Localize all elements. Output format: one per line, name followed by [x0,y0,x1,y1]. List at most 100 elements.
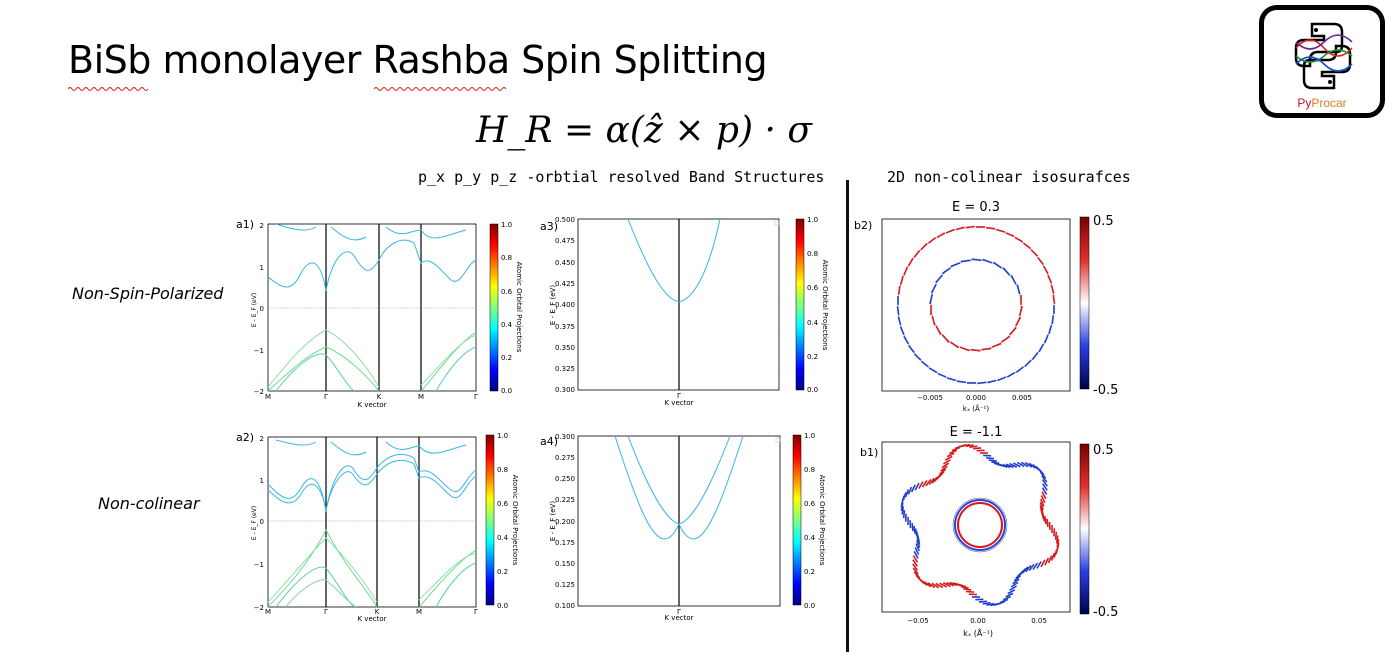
pyprocar-logo: PyProcar [1259,5,1385,118]
cbar-tick: 0.0 [497,602,508,610]
row-label-non-colinear: Non-colinear [98,494,200,513]
spin-arrow [1050,284,1055,294]
y-tick: 0.425 [555,280,575,288]
panel-label: a3) [540,220,558,233]
spin-arrow [913,249,921,259]
cbar-tick: 0.6 [804,500,816,508]
spin-arrow [897,285,901,295]
spin-arrow [902,510,906,519]
spellcheck-underline [68,87,507,91]
spin-arrow [951,446,960,452]
y-tick: 0.275 [555,454,575,462]
spin-arrow [935,325,942,336]
spin-arrow [941,267,951,275]
section-divider [846,180,849,652]
spin-arrow [1016,461,1025,468]
spin-arrow [1030,249,1039,257]
spin-arrow [987,379,997,384]
spin-arrow [1038,343,1045,353]
spin-arrow [1042,483,1048,491]
cbar-tick: 0.4 [804,534,816,542]
y-tick: 0.475 [555,237,575,245]
panel-label: a4) [540,435,558,448]
spin-arrow [929,294,934,305]
spin-arrow [1009,585,1017,591]
y-tick: 0.325 [555,365,575,373]
y-tick: 0.200 [555,518,575,526]
cbar-tick: 0.6 [497,500,509,508]
spin-arrow [949,449,958,455]
spin-arrow [1001,335,1011,343]
band-plot-a4: a4) 0.300 0.275 0.250 0.225 0.200 0.175 … [540,428,830,623]
python-snake-icon [1294,22,1353,90]
spin-arrow [1041,475,1048,483]
spin-arrow [965,444,974,448]
spin-arrow [1014,236,1024,243]
spin-arrow [913,353,922,361]
spin-arrow [1028,563,1035,572]
spin-arrow [1042,265,1049,275]
y-tick: 0.350 [555,344,575,352]
spin-arrow [930,283,937,294]
x-axis-label: K vector [664,614,693,622]
y-tick: 0.375 [555,323,575,331]
spin-arrow [1015,366,1024,373]
x-tick: K [375,608,380,616]
x-axis-label: K vector [664,399,693,407]
spin-arrow [937,471,945,478]
spin-arrow [910,484,916,493]
x-tick: Γ [677,392,681,400]
spin-arrow [935,582,944,589]
cbar-tick: 0.4 [501,321,513,329]
spin-arrow [986,226,996,230]
spin-arrow [941,334,950,343]
cbar-tick: 1.0 [501,221,512,229]
logo-text: PyProcar [1297,96,1347,110]
colorbar [1079,216,1090,390]
x-tick: Γ [324,393,328,401]
spin-arrow [965,225,975,229]
spin-arrow [1037,257,1044,266]
band-plot-a3: a3) 0.500 0.475 0.450 0.425 0.400 0.375 … [540,215,830,410]
spin-arrow [1052,294,1056,304]
spin-arrow [915,543,920,552]
spin-arrow [938,468,947,475]
spin-arrow [942,582,951,588]
spin-arrow [936,232,946,239]
cbar-tick: 0.4 [807,319,819,327]
spin-arrow [941,462,950,469]
spin-arrow [1010,581,1019,588]
spin-arrow [1044,557,1050,566]
spin-arrow [982,258,993,264]
spin-arrow [1039,502,1044,511]
spin-arrow [1009,462,1018,468]
spin-arrow [1025,565,1032,573]
spin-arrow [928,477,935,485]
spin-arrow [1002,595,1011,601]
cbar-tick: 0.0 [807,386,818,394]
x-tick: 0.05 [1031,617,1047,625]
spin-arrow [1047,555,1053,564]
spin-arrow [1046,518,1049,527]
spin-arrow [999,463,1008,468]
cbar-tick: 0.8 [807,250,818,258]
spin-arrow [896,306,900,316]
spin-arrow [1012,578,1020,585]
spin-arrow [927,582,936,589]
x-tick: M [416,608,422,616]
spin-arrow [945,228,955,234]
x-tick: Γ [474,608,478,616]
x-tick: −0.05 [907,617,928,625]
spin-arrow [1039,471,1047,479]
cbar-tick: 0.2 [497,568,508,576]
y-tick: −1 [254,561,264,569]
spin-arrow [1040,495,1046,504]
spin-arrow [963,588,972,591]
spin-arrow [1040,559,1046,568]
y-axis-label: E - E_F (eV) [549,501,557,541]
rashba-formula: H_R = α(ẑ × p) · σ [476,110,812,151]
band-plot-a2: a2) 2 1 0 −1 −2 M Γ K M Γ K vector E - E… [236,428,526,623]
spin-arrow [985,457,995,460]
y-tick: 0 [260,305,264,313]
spin-arrow [911,523,914,532]
